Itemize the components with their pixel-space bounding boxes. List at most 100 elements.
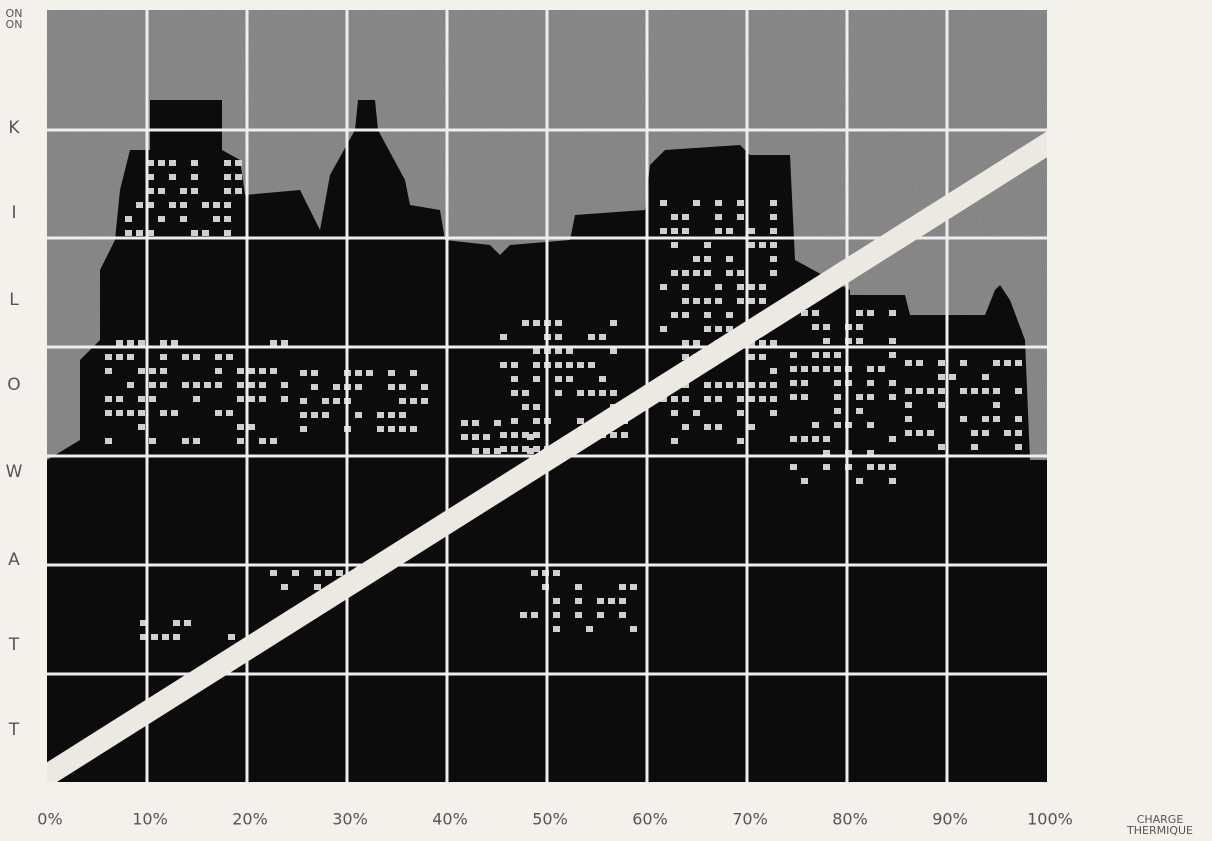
window <box>823 352 830 358</box>
window <box>610 348 617 354</box>
window <box>682 424 689 430</box>
window <box>588 390 595 396</box>
window <box>270 340 277 346</box>
window <box>748 354 755 360</box>
y-letter: K <box>8 118 20 138</box>
window <box>597 612 604 618</box>
window <box>149 368 156 374</box>
window <box>619 612 626 618</box>
window <box>770 228 777 234</box>
window <box>140 620 147 626</box>
window <box>693 200 700 206</box>
window <box>553 626 560 632</box>
window <box>682 354 689 360</box>
window <box>325 570 332 576</box>
window <box>147 160 154 166</box>
window <box>878 366 885 372</box>
window <box>127 410 134 416</box>
window <box>314 570 321 576</box>
window <box>191 160 198 166</box>
window <box>138 340 145 346</box>
window <box>577 418 584 424</box>
y-letter: T <box>8 635 20 655</box>
window <box>889 394 896 400</box>
window <box>259 396 266 402</box>
window <box>281 340 288 346</box>
window <box>399 426 406 432</box>
window <box>577 362 584 368</box>
window <box>575 598 582 604</box>
window <box>226 410 233 416</box>
window <box>366 370 373 376</box>
window <box>971 388 978 394</box>
window <box>889 380 896 386</box>
window <box>577 390 584 396</box>
window <box>566 376 573 382</box>
window <box>748 382 755 388</box>
window <box>790 394 797 400</box>
window <box>867 310 874 316</box>
window <box>182 354 189 360</box>
window <box>191 188 198 194</box>
window <box>737 298 744 304</box>
window <box>759 354 766 360</box>
window <box>812 310 819 316</box>
y-letter: O <box>7 375 20 395</box>
window <box>671 396 678 402</box>
window <box>938 388 945 394</box>
window <box>790 352 797 358</box>
window <box>889 310 896 316</box>
window <box>704 382 711 388</box>
window <box>483 434 490 440</box>
y-letter: L <box>9 290 19 310</box>
window <box>138 396 145 402</box>
window <box>388 370 395 376</box>
window <box>421 384 428 390</box>
window <box>215 368 222 374</box>
x-title: CHARGE <box>1137 813 1184 826</box>
window <box>715 326 722 332</box>
window <box>147 174 154 180</box>
window <box>461 434 468 440</box>
window <box>533 432 540 438</box>
window <box>322 412 329 418</box>
window <box>520 612 527 618</box>
window <box>801 310 808 316</box>
window <box>801 380 808 386</box>
window <box>127 340 134 346</box>
window <box>511 376 518 382</box>
window <box>889 352 896 358</box>
window <box>235 188 242 194</box>
window <box>388 426 395 432</box>
window <box>116 396 123 402</box>
window <box>726 256 733 262</box>
window <box>147 202 154 208</box>
window <box>193 438 200 444</box>
window <box>704 256 711 262</box>
window <box>522 390 529 396</box>
window <box>748 424 755 430</box>
window <box>737 410 744 416</box>
window <box>715 424 722 430</box>
window <box>748 298 755 304</box>
window <box>421 398 428 404</box>
window <box>125 216 132 222</box>
window <box>671 438 678 444</box>
photo <box>47 10 1047 782</box>
window <box>693 256 700 262</box>
window <box>770 340 777 346</box>
window <box>1015 388 1022 394</box>
window <box>228 634 235 640</box>
window <box>704 270 711 276</box>
window <box>790 436 797 442</box>
window <box>737 382 744 388</box>
window <box>204 382 211 388</box>
window <box>586 626 593 632</box>
window <box>982 430 989 436</box>
window <box>938 374 945 380</box>
window <box>533 320 540 326</box>
window <box>993 388 1000 394</box>
window <box>472 448 479 454</box>
window <box>226 354 233 360</box>
window <box>905 388 912 394</box>
